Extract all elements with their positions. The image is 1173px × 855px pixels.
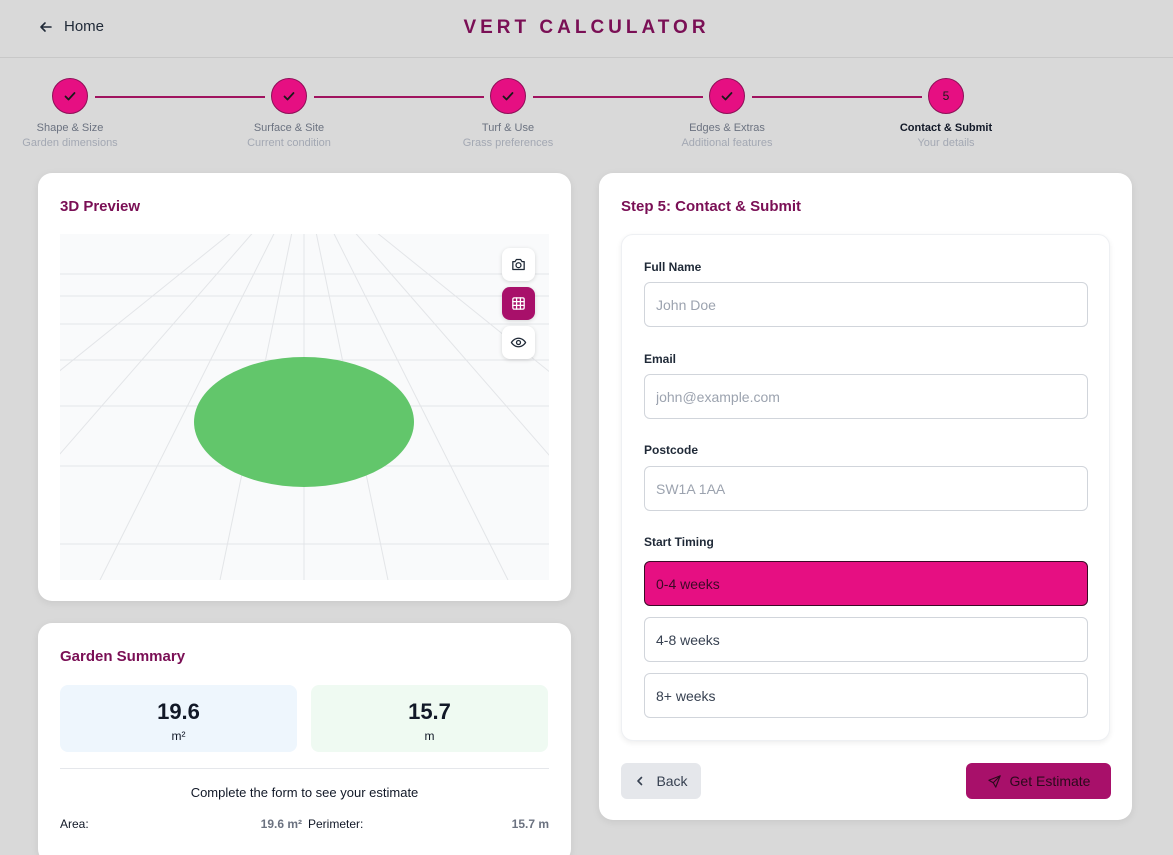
get-estimate-button[interactable]: Get Estimate	[966, 763, 1111, 799]
app-title: VERT CALCULATOR	[463, 17, 710, 38]
email-label: Email	[644, 352, 677, 366]
step-connector	[314, 96, 484, 98]
contact-form: Full Name Email Postcode Start Timing 0-…	[621, 234, 1110, 741]
full-name-label: Full Name	[644, 260, 702, 274]
progress-stepper: Shape & Size Garden dimensions Surface &…	[0, 78, 1173, 158]
garden-shape	[194, 357, 414, 487]
estimate-note: Complete the form to see your estimate	[190, 785, 419, 800]
preview-title: 3D Preview	[60, 198, 141, 215]
postcode-input[interactable]	[644, 466, 1088, 511]
area-stat: 19.6 m²	[60, 685, 297, 752]
get-estimate-label: Get Estimate	[1009, 773, 1091, 789]
step-circle	[271, 78, 307, 114]
check-icon	[502, 92, 514, 101]
summary-card: Garden Summary 19.6 m² 15.7 m Complete t…	[38, 623, 571, 855]
perimeter-stat: 15.7 m	[311, 685, 548, 752]
step-shape-size[interactable]: Shape & Size Garden dimensions	[0, 78, 140, 149]
home-link[interactable]: Home	[38, 18, 104, 35]
step-title: Surface & Site	[253, 122, 325, 134]
start-timing-label: Start Timing	[644, 535, 714, 549]
contact-form-card: Step 5: Contact & Submit Full Name Email…	[599, 173, 1132, 820]
camera-icon	[512, 258, 525, 271]
step-surface-site[interactable]: Surface & Site Current condition	[219, 78, 359, 149]
send-icon	[987, 774, 1001, 788]
check-icon	[721, 92, 733, 101]
view-toggle-button[interactable]	[502, 326, 535, 359]
area-value: 19.6	[157, 699, 200, 724]
step-connector	[533, 96, 703, 98]
preview-card: 3D Preview	[38, 173, 571, 601]
step-subtitle: Additional features	[681, 137, 773, 149]
step-circle	[709, 78, 745, 114]
postcode-label: Postcode	[644, 443, 699, 457]
preview-viewport[interactable]	[60, 234, 549, 580]
timing-option-8-plus-weeks[interactable]: 8+ weeks	[644, 673, 1088, 718]
step-subtitle: Grass preferences	[462, 137, 554, 149]
step-title: Edges & Extras	[689, 122, 765, 134]
step-title: Turf & Use	[481, 122, 535, 134]
back-button[interactable]: Back	[621, 763, 701, 799]
grid-icon	[512, 297, 525, 310]
back-label: Back	[656, 773, 688, 789]
perspective-grid	[60, 234, 549, 580]
home-label: Home	[64, 18, 105, 35]
step-connector	[95, 96, 265, 98]
step-title: Shape & Size	[36, 122, 104, 134]
form-title: Step 5: Contact & Submit	[621, 198, 802, 215]
top-header: Home VERT CALCULATOR	[0, 0, 1173, 58]
step-contact-submit[interactable]: 5 Contact & Submit Your details	[876, 78, 1016, 149]
timing-option-0-4-weeks[interactable]: 0-4 weeks	[644, 561, 1088, 606]
check-icon	[64, 92, 76, 101]
area-unit: m²	[171, 729, 186, 743]
step-subtitle: Your details	[917, 137, 975, 149]
timing-option-4-8-weeks[interactable]: 4-8 weeks	[644, 617, 1088, 662]
chevron-left-icon	[637, 776, 643, 786]
perimeter-label: Perimeter:	[308, 817, 364, 831]
step-circle: 5	[928, 78, 964, 114]
grid-toggle-button[interactable]	[502, 287, 535, 320]
step-subtitle: Current condition	[247, 137, 331, 149]
check-icon	[283, 92, 295, 101]
step-subtitle: Garden dimensions	[22, 137, 118, 149]
eye-icon	[510, 337, 527, 348]
perimeter-unit: m	[424, 729, 435, 743]
step-circle	[52, 78, 88, 114]
perimeter-value: 15.7	[408, 699, 451, 724]
step-turf-use[interactable]: Turf & Use Grass preferences	[438, 78, 578, 149]
summary-divider	[60, 768, 549, 769]
step-title: Contact & Submit	[899, 122, 993, 134]
step-circle	[490, 78, 526, 114]
email-input[interactable]	[644, 374, 1088, 419]
full-name-input[interactable]	[644, 282, 1088, 327]
summary-title: Garden Summary	[60, 648, 186, 665]
step-connector	[752, 96, 922, 98]
screenshot-button[interactable]	[502, 248, 535, 281]
area-display: 19.6 m²	[260, 817, 302, 831]
area-label: Area:	[60, 817, 89, 831]
arrow-left-icon	[40, 21, 52, 32]
perimeter-display: 15.7 m	[511, 817, 549, 831]
step-edges-extras[interactable]: Edges & Extras Additional features	[657, 78, 797, 149]
